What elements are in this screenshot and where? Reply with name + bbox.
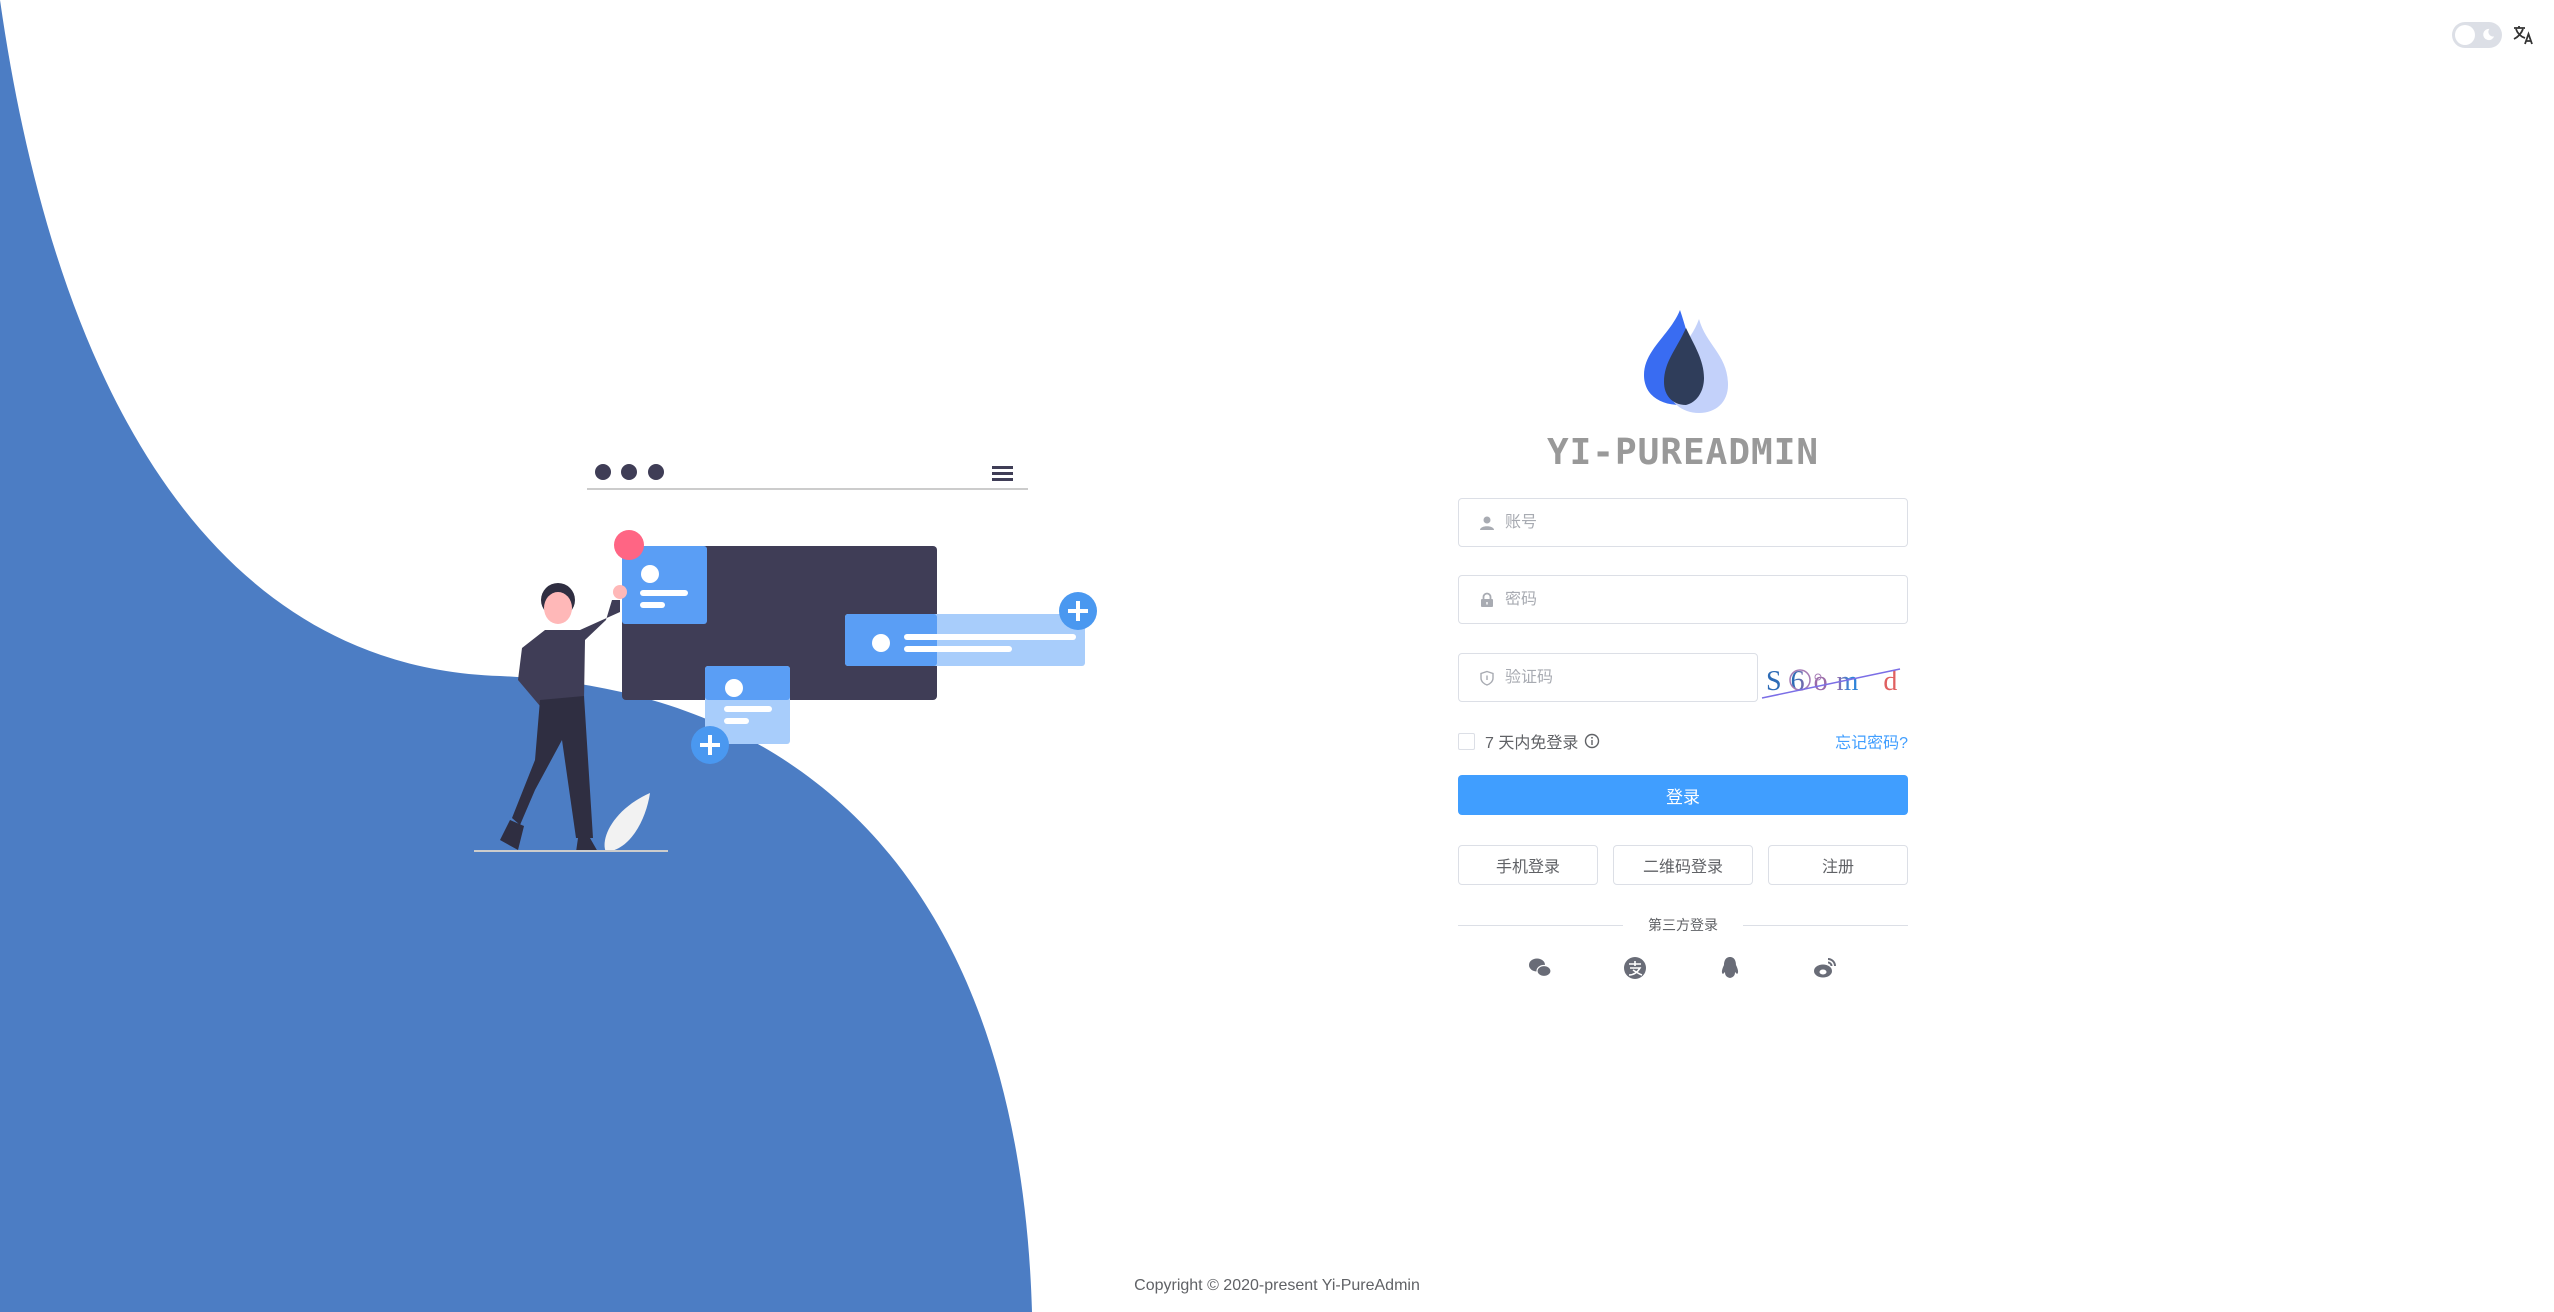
copyright: Copyright © 2020-present Yi-PureAdmin — [1134, 1277, 1420, 1294]
phone-login-button[interactable]: 手机登录 — [1458, 845, 1598, 885]
register-button[interactable]: 注册 — [1768, 845, 1908, 885]
moon-icon — [2483, 28, 2495, 41]
password-input[interactable] — [1505, 590, 1907, 609]
username-input[interactable] — [1505, 513, 1907, 532]
qq-icon[interactable] — [1718, 956, 1742, 980]
remember-checkbox[interactable] — [1458, 732, 1475, 750]
toggle-knob — [2455, 25, 2475, 45]
password-field[interactable] — [1458, 575, 1908, 624]
third-party-label: 第三方登录 — [1648, 917, 1718, 933]
user-icon — [1480, 516, 1494, 530]
username-field[interactable] — [1458, 498, 1908, 547]
lock-icon — [1481, 592, 1493, 607]
app-title: YI-PUREADMIN — [1546, 432, 1820, 473]
captcha-image[interactable]: S6om d — [1760, 653, 1908, 702]
login-button[interactable]: 登录 — [1458, 775, 1908, 815]
topbar — [2452, 22, 2534, 48]
wechat-icon[interactable] — [1528, 956, 1552, 980]
info-icon[interactable] — [1584, 733, 1600, 749]
alipay-icon[interactable] — [1623, 956, 1647, 980]
dark-mode-toggle[interactable] — [2452, 22, 2502, 48]
illustration — [474, 464, 1097, 852]
captcha-field[interactable] — [1458, 653, 1758, 702]
captcha-input[interactable] — [1505, 668, 1757, 687]
translate-icon[interactable] — [2512, 24, 2534, 46]
remember-me[interactable]: 7 天内免登录 — [1458, 729, 1600, 753]
shield-icon — [1480, 670, 1494, 686]
forgot-password-link[interactable]: 忘记密码? — [1835, 735, 1908, 752]
options-row: 7 天内免登录 忘记密码? — [1458, 728, 1908, 754]
remember-label: 7 天内免登录 — [1485, 735, 1579, 752]
weibo-icon[interactable] — [1813, 956, 1837, 980]
logo-icon — [1644, 310, 1728, 413]
third-party-divider: 第三方登录 — [1458, 915, 1908, 935]
qrcode-login-button[interactable]: 二维码登录 — [1613, 845, 1753, 885]
